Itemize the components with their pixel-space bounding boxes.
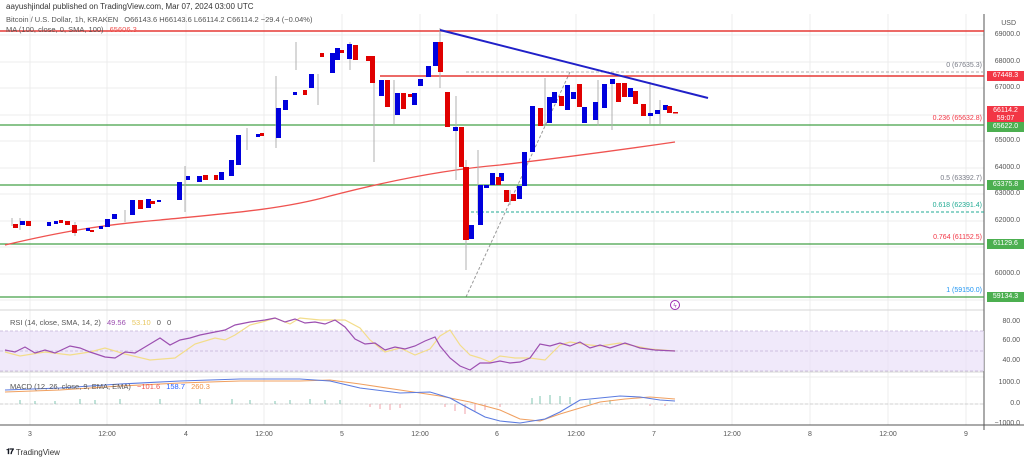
rsi-tick-60: 60.00 bbox=[1002, 337, 1020, 344]
event-marker-icon bbox=[670, 300, 680, 310]
macd-tick-neg1000: −1000.0 bbox=[994, 420, 1021, 427]
macd-signal-line bbox=[4, 379, 676, 422]
tradingview-brand[interactable]: 𝟏𝟕 TradingView bbox=[6, 447, 60, 457]
price-tag-59134: 59134.3 bbox=[987, 292, 1024, 302]
ma-legend[interactable]: MA (100, close, 0, SMA, 100) 65606.3 bbox=[6, 25, 137, 34]
time-tick: 7 bbox=[652, 431, 656, 438]
ma100-line bbox=[4, 141, 676, 246]
time-tick: 6 bbox=[495, 431, 499, 438]
chart-canvas[interactable]: ϟ bbox=[0, 14, 1024, 445]
tick-67000: 67000.0 bbox=[994, 84, 1020, 91]
macd-legend[interactable]: MACD (12, 26, close, 9, EMA, EMA) −101.6… bbox=[10, 382, 210, 391]
macd-signal-value: 260.3 bbox=[191, 382, 210, 391]
rsi-legend[interactable]: RSI (14, close, SMA, 14, 2) 49.56 53.10 … bbox=[10, 318, 171, 327]
currency-label: USD bbox=[1001, 20, 1016, 27]
svg-text:ϟ: ϟ bbox=[673, 304, 677, 310]
time-tick: 12:00 bbox=[98, 431, 116, 438]
tick-63000: 63000.0 bbox=[994, 190, 1020, 197]
descending-trendline bbox=[439, 29, 709, 99]
chart-frame[interactable]: ϟ bbox=[0, 14, 1024, 445]
tick-60000: 60000.0 bbox=[994, 270, 1020, 277]
fib-label-0236: 0.236 (65632.8) bbox=[932, 115, 982, 122]
rsi-sma-value: 53.10 bbox=[131, 318, 151, 327]
macd-line bbox=[4, 378, 676, 424]
ohlc-values: O66143.6 H66143.6 L66114.2 C66114.2 −29.… bbox=[124, 15, 313, 24]
macd-tick-0: 0.0 bbox=[1010, 400, 1020, 407]
macd-value: 158.7 bbox=[166, 382, 185, 391]
rsi-value: 49.56 bbox=[106, 318, 126, 327]
rsi-tick-40: 40.00 bbox=[1002, 357, 1020, 364]
up-candles bbox=[20, 42, 668, 239]
candle-countdown: 59:07 bbox=[996, 115, 1015, 122]
ma-value: 65606.3 bbox=[109, 25, 137, 34]
time-tick: 9 bbox=[964, 431, 968, 438]
time-tick: 12:00 bbox=[567, 431, 585, 438]
time-tick: 12:00 bbox=[879, 431, 897, 438]
time-tick: 12:00 bbox=[723, 431, 741, 438]
publisher-caption: aayushjindal published on TradingView.co… bbox=[6, 2, 254, 11]
grid-horizontals bbox=[0, 34, 984, 405]
tick-62000: 62000.0 bbox=[994, 217, 1020, 224]
tick-69000: 69000.0 bbox=[994, 31, 1020, 38]
fib-label-0618: 0.618 (62391.4) bbox=[932, 202, 982, 209]
rsi-sma-line bbox=[4, 317, 676, 363]
price-tag-current: 66114.2 59:07 bbox=[987, 106, 1024, 122]
tick-65000: 65000.0 bbox=[994, 137, 1020, 144]
ma-label: MA (100, close, 0, SMA, 100) bbox=[6, 25, 104, 34]
tradingview-logo-icon: 𝟏𝟕 bbox=[6, 447, 14, 456]
price-tag-67448: 67448.3 bbox=[987, 71, 1024, 81]
symbol-title: Bitcoin / U.S. Dollar, 1h, KRAKEN bbox=[6, 15, 119, 24]
time-tick: 3 bbox=[28, 431, 32, 438]
time-tick: 5 bbox=[340, 431, 344, 438]
down-candles bbox=[13, 42, 678, 240]
candles bbox=[11, 28, 678, 270]
fib-label-1: 1 (59150.0) bbox=[946, 287, 982, 294]
time-tick: 12:00 bbox=[411, 431, 429, 438]
macd-hist-value: −101.6 bbox=[136, 382, 161, 391]
macd-label: MACD (12, 26, close, 9, EMA, EMA) bbox=[10, 382, 131, 391]
price-tag-65622: 65622.0 bbox=[987, 122, 1024, 132]
rsi-line bbox=[4, 317, 676, 371]
fib-label-0: 0 (67635.3) bbox=[946, 62, 982, 69]
symbol-legend[interactable]: Bitcoin / U.S. Dollar, 1h, KRAKEN O66143… bbox=[6, 15, 312, 24]
fib-label-05: 0.5 (63392.7) bbox=[940, 175, 982, 182]
rsi-tick-80: 80.00 bbox=[1002, 318, 1020, 325]
current-price: 66114.2 bbox=[993, 107, 1018, 114]
price-tag-63375: 63375.8 bbox=[987, 180, 1024, 190]
macd-tick-1000: 1000.0 bbox=[998, 379, 1020, 386]
rsi-extra-1: 0 bbox=[156, 318, 161, 327]
tick-68000: 68000.0 bbox=[994, 58, 1020, 65]
rsi-label: RSI (14, close, SMA, 14, 2) bbox=[10, 318, 101, 327]
fib-diagonal bbox=[465, 71, 571, 298]
brand-text: TradingView bbox=[15, 447, 60, 457]
time-tick: 12:00 bbox=[255, 431, 273, 438]
price-tag-61129: 61129.6 bbox=[987, 239, 1024, 249]
time-tick: 4 bbox=[184, 431, 188, 438]
time-tick: 8 bbox=[808, 431, 812, 438]
tick-64000: 64000.0 bbox=[994, 164, 1020, 171]
rsi-extra-2: 0 bbox=[166, 318, 172, 327]
fib-label-0764: 0.764 (61152.5) bbox=[933, 234, 982, 241]
